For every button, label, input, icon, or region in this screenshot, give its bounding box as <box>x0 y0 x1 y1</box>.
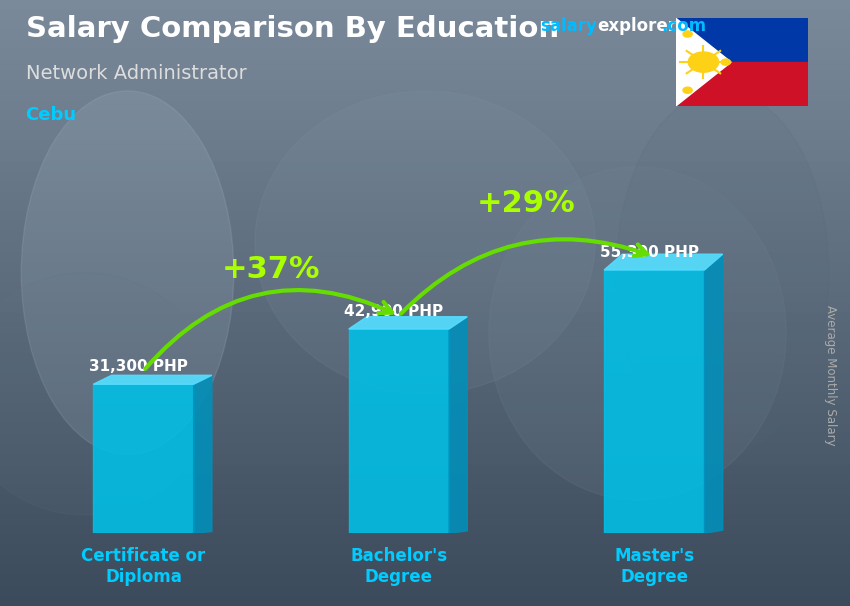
Bar <box>0 283 850 293</box>
Bar <box>0 30 850 41</box>
Bar <box>0 596 850 606</box>
Bar <box>0 303 850 313</box>
Bar <box>0 586 850 596</box>
Bar <box>0 384 850 394</box>
Bar <box>0 111 850 121</box>
Bar <box>0 182 850 192</box>
Bar <box>0 242 850 253</box>
Bar <box>0 374 850 384</box>
Bar <box>0 132 850 141</box>
Text: .com: .com <box>661 17 706 35</box>
Text: 42,900 PHP: 42,900 PHP <box>344 304 444 319</box>
Polygon shape <box>604 254 722 270</box>
Bar <box>0 364 850 374</box>
Bar <box>0 353 850 364</box>
Bar <box>0 344 850 353</box>
Bar <box>0 162 850 171</box>
Bar <box>0 50 850 61</box>
Bar <box>0 505 850 515</box>
Bar <box>0 41 850 50</box>
Polygon shape <box>348 329 449 533</box>
Bar <box>0 101 850 111</box>
Text: +37%: +37% <box>222 255 320 284</box>
Ellipse shape <box>489 167 786 500</box>
Bar <box>0 535 850 545</box>
Bar <box>0 20 850 30</box>
Bar <box>0 141 850 152</box>
Polygon shape <box>194 375 212 533</box>
Bar <box>0 202 850 212</box>
Bar <box>0 71 850 81</box>
Ellipse shape <box>0 273 212 515</box>
Bar <box>0 404 850 414</box>
Ellipse shape <box>255 91 595 394</box>
Bar <box>0 424 850 435</box>
Bar <box>0 485 850 495</box>
Bar <box>0 515 850 525</box>
Bar <box>0 10 850 20</box>
Bar <box>0 545 850 556</box>
Text: Cebu: Cebu <box>26 106 76 124</box>
Bar <box>0 212 850 222</box>
Text: Average Monthly Salary: Average Monthly Salary <box>824 305 837 446</box>
Polygon shape <box>449 317 468 533</box>
Text: Salary Comparison By Education: Salary Comparison By Education <box>26 15 558 43</box>
Bar <box>0 121 850 132</box>
Bar <box>0 454 850 465</box>
Bar <box>0 474 850 485</box>
Polygon shape <box>676 18 731 106</box>
Ellipse shape <box>616 91 829 454</box>
Bar <box>0 394 850 404</box>
Bar <box>0 565 850 576</box>
Bar <box>676 18 807 62</box>
Bar <box>0 152 850 162</box>
Text: salary: salary <box>540 17 597 35</box>
Text: 55,300 PHP: 55,300 PHP <box>600 245 699 260</box>
Bar <box>0 323 850 333</box>
Bar <box>0 81 850 91</box>
Bar <box>0 444 850 454</box>
Bar <box>0 465 850 474</box>
Polygon shape <box>94 375 212 384</box>
Bar <box>676 62 807 106</box>
Bar <box>0 495 850 505</box>
Text: explorer: explorer <box>598 17 677 35</box>
Ellipse shape <box>21 91 234 454</box>
Circle shape <box>688 52 718 72</box>
Bar <box>0 435 850 444</box>
Circle shape <box>683 31 692 37</box>
Circle shape <box>721 59 730 65</box>
Bar <box>0 262 850 273</box>
Circle shape <box>683 87 692 93</box>
Bar <box>0 91 850 101</box>
Bar <box>0 576 850 586</box>
Text: Network Administrator: Network Administrator <box>26 64 246 82</box>
Polygon shape <box>705 254 722 533</box>
Bar <box>0 253 850 262</box>
Text: +29%: +29% <box>477 189 576 218</box>
Bar <box>0 273 850 283</box>
Polygon shape <box>604 270 705 533</box>
Bar <box>0 61 850 71</box>
Bar <box>0 414 850 424</box>
Polygon shape <box>348 317 468 329</box>
Polygon shape <box>94 384 194 533</box>
Bar <box>0 232 850 242</box>
Bar <box>0 293 850 303</box>
Bar <box>0 192 850 202</box>
Bar <box>0 0 850 10</box>
Bar <box>0 333 850 344</box>
Bar <box>0 525 850 535</box>
Bar <box>0 171 850 182</box>
Text: 31,300 PHP: 31,300 PHP <box>89 359 188 375</box>
Bar <box>0 313 850 323</box>
Bar <box>0 222 850 232</box>
Bar <box>0 556 850 565</box>
